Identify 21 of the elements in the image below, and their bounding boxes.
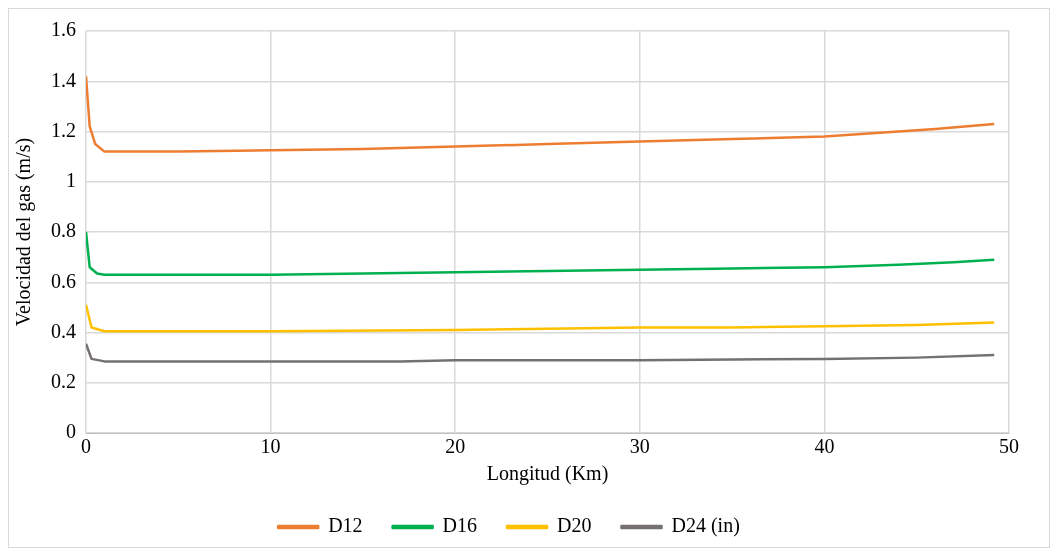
legend-label: D12 — [328, 514, 363, 537]
legend-label: D24 (in) — [671, 514, 740, 538]
x-tick-label: 20 — [445, 435, 466, 458]
y-tick-label: 0.8 — [51, 219, 76, 242]
legend-label: D16 — [442, 514, 478, 537]
x-tick-label: 10 — [260, 435, 281, 458]
x-tick-label: 0 — [81, 435, 91, 458]
y-tick-label: 0.4 — [51, 319, 76, 342]
y-tick-label: 1 — [66, 169, 76, 191]
x-tick-label: 40 — [814, 435, 835, 458]
y-tick-label: 1.4 — [51, 68, 76, 91]
y-tick-label: 1.2 — [51, 118, 76, 141]
x-axis-title: Longitud (Km) — [486, 462, 609, 486]
y-tick-label: 0.6 — [51, 269, 76, 292]
y-tick-label: 1.6 — [51, 18, 76, 41]
x-tick-label: 50 — [999, 435, 1019, 458]
x-tick-label: 30 — [629, 435, 650, 458]
y-tick-label: 0 — [66, 420, 76, 443]
legend-label: D20 — [557, 514, 592, 537]
y-axis-title: Velocidad del gas (m/s) — [12, 137, 36, 327]
y-tick-label: 0.2 — [51, 370, 76, 392]
